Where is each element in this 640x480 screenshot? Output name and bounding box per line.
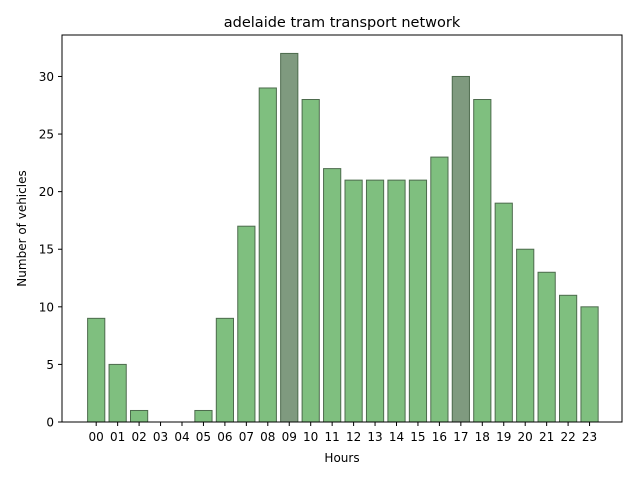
- x-tick-label: 04: [174, 430, 189, 444]
- bar-13: [365, 179, 385, 423]
- x-tick-label: 12: [346, 430, 361, 444]
- y-tick-label: 30: [39, 70, 54, 84]
- chart-title: adelaide tram transport network: [224, 15, 461, 31]
- bar-17: [451, 75, 470, 423]
- y-tick-label: 15: [39, 243, 54, 257]
- bar-02: [130, 409, 149, 423]
- bar-15: [408, 179, 428, 423]
- y-axis-label: Number of vehicles: [15, 170, 29, 286]
- x-tick-label: 10: [303, 430, 318, 444]
- x-tick-label: 11: [325, 430, 340, 444]
- x-tick-label: 03: [153, 430, 168, 444]
- bar-19: [494, 202, 513, 423]
- y-axis: 0 5 10 15 20 25 30: [39, 70, 62, 430]
- bar-00: [87, 317, 106, 423]
- bars: [87, 52, 599, 423]
- x-tick-label: 07: [239, 430, 254, 444]
- x-tick-label: 05: [196, 430, 211, 444]
- x-tick-label: 09: [282, 430, 297, 444]
- bar-21: [537, 271, 556, 423]
- y-tick-label: 0: [46, 416, 54, 430]
- x-tick-label: 23: [582, 430, 597, 444]
- x-tick-label: 14: [389, 430, 404, 444]
- bar-09: [280, 52, 299, 423]
- x-tick-label: 02: [131, 430, 146, 444]
- x-tick-label: 16: [432, 430, 447, 444]
- bar-22: [559, 294, 578, 423]
- y-tick-label: 10: [39, 300, 54, 314]
- y-tick-label: 20: [39, 185, 54, 199]
- y-tick-label: 5: [46, 358, 54, 372]
- x-tick-label: 06: [217, 430, 232, 444]
- bar-12: [344, 179, 363, 423]
- x-axis-label: Hours: [324, 451, 359, 465]
- bar-23: [580, 306, 599, 423]
- y-tick-label: 25: [39, 128, 54, 142]
- bar-08: [258, 87, 277, 423]
- x-tick-label: 15: [410, 430, 425, 444]
- x-tick-label: 19: [496, 430, 511, 444]
- bar-06: [215, 317, 235, 423]
- x-tick-label: 20: [518, 430, 533, 444]
- x-tick-label: 01: [110, 430, 125, 444]
- x-tick-label: 21: [539, 430, 554, 444]
- bar-11: [323, 168, 342, 423]
- x-tick-label: 18: [475, 430, 490, 444]
- bar-07: [237, 225, 256, 423]
- bar-18: [473, 99, 492, 423]
- bar-05: [194, 409, 213, 423]
- x-tick-label: 08: [260, 430, 275, 444]
- bar-20: [516, 248, 535, 423]
- plot-frame: [61, 34, 623, 423]
- x-axis: 00 01 02 03 04 05 06 07 08 09 10 11 12 13 14 15 16 17 18 19…: [89, 422, 597, 444]
- x-tick-label: 00: [89, 430, 104, 444]
- bar-10: [301, 99, 320, 423]
- bar-01: [108, 363, 127, 423]
- bar-16: [430, 156, 449, 423]
- bar-14: [387, 179, 406, 423]
- x-tick-label: 22: [560, 430, 575, 444]
- x-tick-label: 17: [453, 430, 468, 444]
- x-tick-label: 13: [367, 430, 382, 444]
